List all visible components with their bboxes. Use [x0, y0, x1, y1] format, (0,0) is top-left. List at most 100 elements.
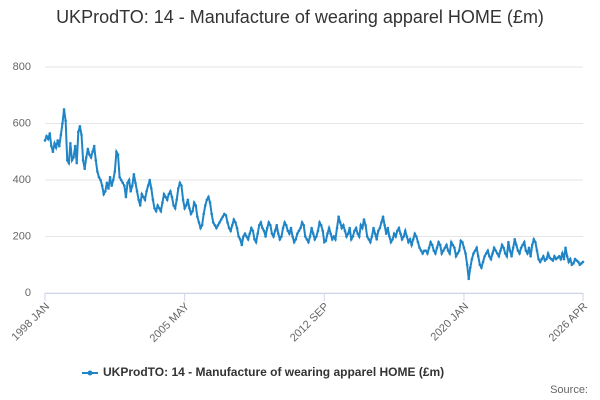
point [261, 226, 264, 230]
point [94, 158, 98, 162]
point [373, 232, 377, 235]
point [453, 246, 456, 250]
point [500, 243, 504, 247]
point [254, 240, 258, 244]
point [97, 175, 101, 179]
point [327, 226, 331, 230]
y-tick-label: 0 [25, 287, 31, 299]
point [240, 243, 244, 247]
point [348, 226, 352, 230]
point [403, 229, 407, 233]
point [569, 257, 572, 261]
point [508, 249, 512, 252]
point [157, 206, 161, 210]
point [529, 254, 532, 258]
point [557, 254, 561, 258]
point [343, 229, 347, 233]
point [524, 249, 528, 252]
point [427, 246, 431, 250]
point [250, 226, 253, 230]
point [445, 243, 448, 247]
point [378, 226, 382, 230]
point [434, 252, 437, 255]
point [218, 221, 221, 224]
point [130, 184, 134, 187]
y-tick-label: 400 [13, 174, 31, 186]
point [208, 201, 212, 204]
point [280, 235, 283, 238]
point [581, 260, 585, 264]
point [489, 257, 493, 261]
point [372, 226, 375, 230]
chart-title: UKProdTO: 14 - Manufacture of wearing ap… [56, 7, 544, 27]
point [467, 277, 471, 281]
series-line [44, 109, 584, 280]
point [92, 144, 96, 148]
point [219, 218, 223, 221]
point [229, 229, 232, 233]
point [234, 221, 237, 224]
point [564, 246, 567, 250]
point [253, 238, 256, 241]
point [410, 243, 413, 247]
point [310, 226, 313, 230]
point [470, 257, 474, 261]
point [335, 226, 339, 230]
point [483, 254, 486, 258]
point [561, 252, 564, 255]
point [270, 232, 274, 235]
point [111, 178, 115, 182]
point [361, 226, 364, 230]
point [116, 153, 120, 156]
point [454, 254, 458, 258]
point [369, 240, 372, 244]
point [313, 238, 317, 241]
point [177, 187, 180, 190]
point [224, 214, 228, 217]
point [191, 209, 194, 213]
point [535, 249, 539, 252]
point [288, 232, 291, 235]
x-tick-label: 2012 SEP [288, 301, 332, 345]
point [449, 240, 453, 244]
point [429, 240, 432, 244]
point [75, 161, 79, 165]
point [353, 229, 356, 233]
point [334, 238, 337, 241]
point [235, 226, 239, 230]
point [329, 232, 332, 235]
point [296, 232, 299, 235]
point [243, 232, 247, 235]
point [330, 238, 334, 241]
point [284, 223, 288, 227]
point [138, 204, 142, 207]
point [405, 235, 409, 238]
point [527, 246, 531, 250]
point [481, 260, 485, 264]
point [291, 235, 294, 238]
point [376, 229, 380, 233]
point [346, 232, 350, 235]
point [522, 240, 526, 244]
point [245, 235, 248, 238]
point [562, 257, 566, 261]
point [110, 184, 113, 187]
point [281, 226, 285, 230]
point [384, 232, 388, 235]
point [435, 246, 439, 250]
point [161, 201, 164, 204]
point [88, 153, 91, 156]
point [367, 238, 371, 241]
point [72, 156, 75, 159]
point [383, 223, 386, 227]
point [545, 257, 548, 261]
point [316, 229, 320, 233]
point [386, 226, 390, 230]
point [272, 235, 275, 238]
point [415, 235, 418, 238]
point [437, 240, 440, 244]
point [216, 223, 220, 227]
point [162, 192, 166, 196]
point [551, 259, 555, 262]
point [237, 235, 240, 238]
